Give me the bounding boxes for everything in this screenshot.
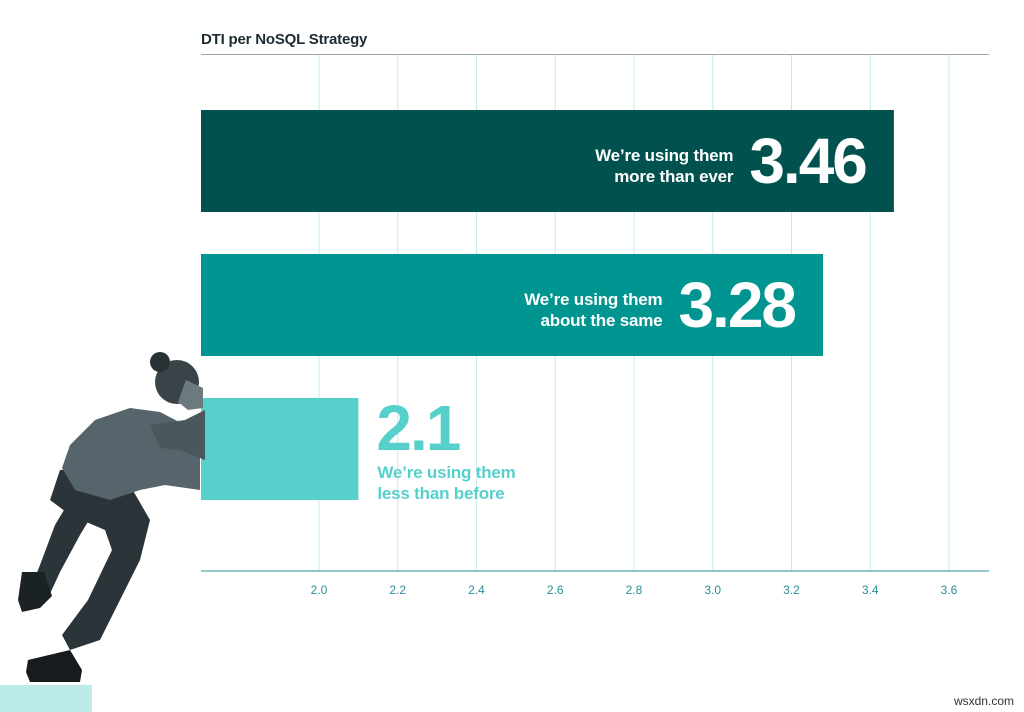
person-pushing-bar-illustration [0, 352, 205, 712]
x-tick-label: 3.0 [704, 583, 722, 597]
bar-category-label: We’re using them less than before [377, 462, 515, 504]
x-tick-label: 2.4 [468, 583, 485, 597]
bar-category-label-line: We’re using them [377, 463, 516, 482]
bar-value-label: 3.28 [678, 269, 797, 341]
x-tick-label: 3.4 [861, 583, 879, 597]
watermark: wsxdn.com [953, 694, 1014, 708]
title-rule [201, 54, 989, 55]
x-tick-label: 2.2 [389, 583, 407, 597]
bar-3 [201, 398, 359, 500]
bar-category-label-line: about the same [540, 311, 663, 330]
bar-category-label-line: We’re using them [595, 146, 734, 165]
bar-category-label-line: more than ever [614, 167, 734, 186]
chart-title: DTI per NoSQL Strategy [201, 31, 368, 48]
bar-category-label: We’re using them about the same [524, 289, 662, 331]
bar-value-label: 2.1 [376, 392, 461, 464]
x-tick-label: 2.0 [310, 583, 328, 597]
bar-1 [201, 110, 894, 212]
x-tick-label: 2.8 [625, 583, 643, 597]
bar-category-label-line: We’re using them [524, 290, 663, 309]
bar-category-label-line: less than before [377, 484, 505, 503]
bar-category-label: We’re using them more than ever [595, 145, 733, 187]
x-tick-label: 3.2 [783, 583, 800, 597]
bar-2 [201, 254, 823, 356]
x-tick-label: 3.6 [940, 583, 958, 597]
bar-value-label: 3.46 [749, 125, 868, 197]
x-tick-label: 2.6 [546, 583, 564, 597]
